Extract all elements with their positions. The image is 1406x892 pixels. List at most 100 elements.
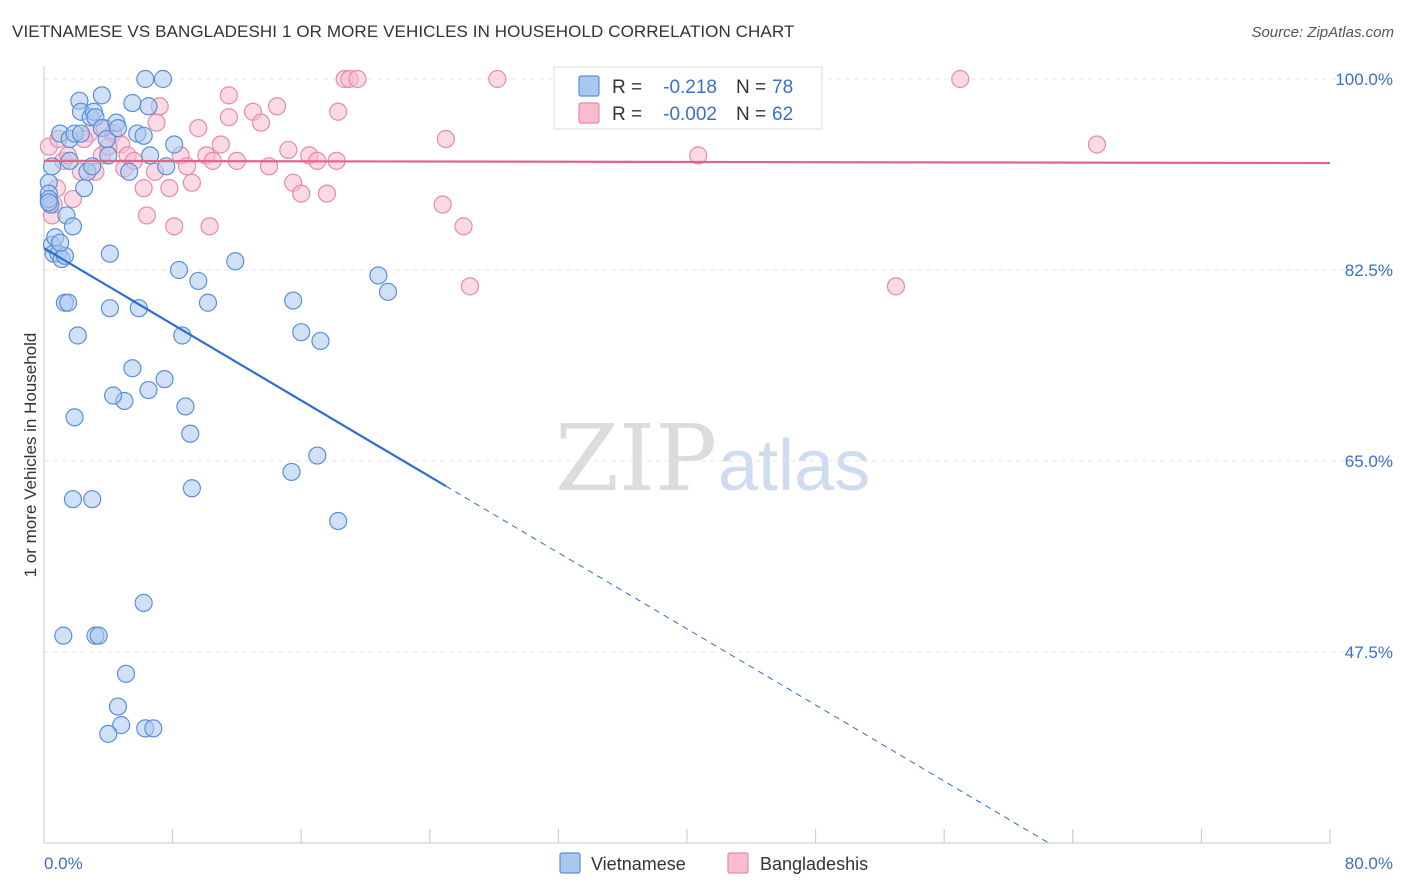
- bangladeshi-point: [211, 135, 230, 154]
- y-tick-label: 82.5%: [1345, 261, 1393, 280]
- vietnamese-point: [99, 724, 118, 743]
- vietnamese-point: [99, 146, 118, 165]
- bangladeshi-point: [189, 119, 208, 138]
- correlation-legend: R = -0.218 N = 78 R = -0.002 N = 62: [553, 66, 823, 130]
- vietnamese-point: [116, 664, 136, 683]
- bangladeshi-point: [147, 113, 166, 132]
- bangladeshi-point: [689, 146, 708, 165]
- vietnamese-point: [292, 323, 311, 342]
- watermark-zip: ZIP: [555, 405, 717, 512]
- bangladeshi-point: [160, 179, 179, 198]
- bangladeshi-point: [267, 97, 287, 116]
- vietnamese-point: [108, 697, 128, 716]
- vietnamese-point: [75, 179, 94, 198]
- bangladeshi-point: [433, 195, 452, 214]
- vietnamese-point: [54, 626, 73, 645]
- vietnamese-point: [71, 124, 91, 143]
- source-label: Source: ZipAtlas.com: [1251, 24, 1394, 41]
- vietnamese-point: [59, 293, 78, 312]
- bangladeshi-point: [488, 69, 507, 89]
- y-axis-label: 1 or more Vehicles in Household: [21, 333, 40, 578]
- vietnamese-point: [169, 260, 189, 280]
- chart-title: VIETNAMESE VS BANGLADESHI 1 OR MORE VEHI…: [12, 22, 795, 41]
- vietnamese-point: [155, 370, 174, 389]
- vietnamese-point: [134, 593, 153, 612]
- vietnamese-point: [100, 244, 120, 263]
- vietnamese-point: [63, 217, 83, 236]
- vietnamese-point: [120, 162, 139, 181]
- bangladeshi-point: [134, 179, 153, 198]
- series-legend-swatch-bangladeshi: [727, 852, 749, 874]
- bangladeshi-point: [165, 217, 184, 236]
- vietnamese-point: [89, 626, 108, 645]
- series-legend-label-vietnamese: Vietnamese: [591, 854, 686, 874]
- legend-swatch-vietnamese: [578, 75, 600, 97]
- bangladeshi-point: [279, 140, 298, 160]
- vietnamese-point: [282, 462, 301, 482]
- vietnamese-point: [83, 157, 102, 176]
- vietnamese-point: [68, 326, 87, 345]
- vietnamese-point: [136, 69, 155, 89]
- vietnamese-point: [123, 359, 142, 378]
- vietnamese-point: [139, 380, 158, 400]
- vietnamese-trend-line: [43, 247, 447, 488]
- vietnamese-point: [284, 291, 303, 310]
- vietnamese-point: [139, 97, 158, 116]
- bangladeshi-point: [1087, 135, 1107, 154]
- vietnamese-point: [189, 271, 208, 291]
- legend-n-value-bangladeshi: 62: [772, 104, 793, 125]
- bangladeshi-point: [292, 184, 311, 203]
- bangladeshi-point: [329, 102, 348, 121]
- vietnamese-point: [153, 69, 173, 89]
- vietnamese-point: [50, 233, 70, 252]
- bangladeshi-point: [137, 206, 156, 225]
- bangladeshi-point: [219, 86, 238, 105]
- legend-r-value-vietnamese: -0.218: [663, 77, 717, 98]
- bangladeshi-point: [63, 189, 83, 209]
- trend-lines: [43, 159, 1331, 844]
- bangladeshi-point: [886, 277, 906, 296]
- vietnamese-point: [308, 446, 327, 465]
- vietnamese-point: [378, 282, 398, 301]
- x-tick-label-max: 80.0%: [1345, 854, 1393, 873]
- vietnamese-point: [226, 252, 245, 271]
- legend-n-value-vietnamese: 78: [772, 77, 793, 98]
- watermark-atlas: atlas: [718, 426, 870, 506]
- bangladeshi-point: [436, 129, 455, 149]
- y-tick-label: 100.0%: [1335, 70, 1393, 89]
- series-legend-swatch-vietnamese: [559, 852, 581, 874]
- vietnamese-point: [65, 408, 84, 427]
- bangladeshi-point: [251, 113, 271, 132]
- vietnamese-point: [329, 511, 348, 531]
- vietnamese-point: [63, 490, 83, 509]
- y-tick-label: 47.5%: [1345, 643, 1393, 662]
- y-tick-label: 65.0%: [1345, 452, 1393, 471]
- vietnamese-point: [181, 424, 200, 443]
- vietnamese-point: [92, 86, 111, 105]
- vietnamese-point: [134, 126, 153, 145]
- bangladeshi-point: [182, 173, 201, 192]
- vietnamese-point: [42, 157, 62, 176]
- series-legend-label-bangladeshi: Bangladeshis: [760, 854, 868, 874]
- bangladeshi-point: [219, 108, 238, 127]
- vietnamese-point: [100, 299, 120, 318]
- vietnamese-point: [311, 331, 330, 351]
- vietnamese-point: [144, 719, 163, 738]
- vietnamese-point: [369, 266, 388, 285]
- vietnamese-point: [112, 716, 131, 735]
- vietnamese-point: [140, 146, 160, 165]
- bangladeshi-point: [317, 184, 337, 203]
- legend-r-label: R =: [612, 104, 642, 125]
- vietnamese-point: [123, 93, 142, 113]
- legend-n-label: N =: [736, 104, 766, 125]
- legend-r-label: R =: [612, 77, 642, 98]
- bangladeshi-point: [460, 277, 480, 296]
- vietnamese-point: [198, 293, 218, 312]
- bangladeshi-trend-line: [43, 159, 1331, 165]
- vietnamese-point: [165, 135, 184, 154]
- legend-swatch-bangladeshi: [578, 102, 600, 124]
- legend-n-label: N =: [736, 77, 766, 98]
- vietnamese-point: [176, 397, 195, 416]
- x-tick-label-min: 0.0%: [44, 854, 83, 873]
